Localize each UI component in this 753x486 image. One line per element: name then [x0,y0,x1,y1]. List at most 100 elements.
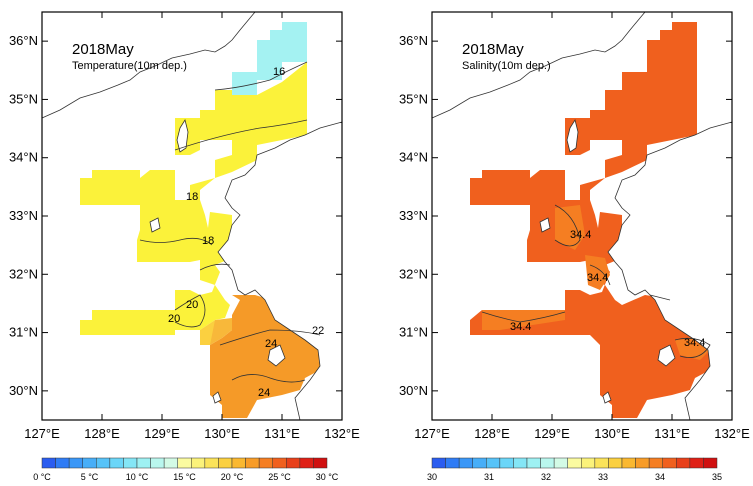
colorbar-swatch [499,457,514,469]
axis-labels: 127°E 128°E 129°E 130°E 131°E 132°E 30°N 31°N 32… [399,33,750,441]
contour-label: 34.4 [587,272,608,284]
landmass [41,11,343,421]
contour-label: 18 [186,191,198,203]
colorbar-label: 31 [484,472,494,482]
temperature-contours [139,61,321,383]
colorbar-label: 20 °C [221,472,244,482]
y-tick-label: 32°N [9,266,38,281]
colorbar-swatch [581,457,596,469]
colorbar-label: 33 [598,472,608,482]
panel-subtitle: Salinity(10m dep.) [462,60,551,72]
colorbar-swatch [41,457,56,469]
colorbar-swatch [191,457,206,469]
y-tick-label: 33°N [399,208,428,223]
x-tick-label: 131°E [264,426,300,441]
colorbar-swatch [177,457,192,469]
contour-label: 20 [168,313,180,325]
colorbar-swatch [218,457,233,469]
colorbar-swatch [431,457,446,469]
colorbar-label: 10 °C [126,472,149,482]
salinity-contours [481,204,711,358]
colorbar-swatch [286,457,301,469]
salinity-map-panel: 34.4 34.4 34.4 34.4 2018May Salinity(10m… [399,11,750,482]
colorbar-label: 25 °C [268,472,291,482]
colorbar-swatch [445,457,460,469]
x-tick-label: 130°E [204,426,240,441]
colorbar-swatch [621,457,636,469]
y-tick-label: 30°N [399,383,428,398]
colorbar-swatch [703,457,718,469]
colorbar-swatch [486,457,501,469]
y-tick-label: 31°N [399,325,428,340]
x-tick-label: 132°E [714,426,750,441]
colorbar-swatch [458,457,473,469]
colorbar-swatch [313,457,328,469]
colorbar-swatch [540,457,555,469]
colorbar-label: 30 °C [316,472,339,482]
panel-title: 2018May [462,41,524,58]
colorbar-swatch [553,457,568,469]
colorbar-swatch [109,457,124,469]
x-tick-label: 128°E [84,426,120,441]
colorbar-label: 30 [427,472,437,482]
colorbar-swatch [689,457,704,469]
colorbar-label: 35 [712,472,722,482]
temperature-colorbar: 0 °C 5 °C 10 °C 15 °C 20 °C 25 °C 30 °C [33,457,339,482]
colorbar-swatch [245,457,260,469]
contour-label: 24 [258,387,270,399]
y-tick-label: 31°N [9,325,38,340]
x-tick-label: 131°E [654,426,690,441]
colorbar-swatch [258,457,273,469]
x-tick-label: 127°E [24,426,60,441]
colorbar-swatch [82,457,97,469]
y-tick-label: 35°N [9,91,38,106]
colorbar-swatch [472,457,487,469]
temperature-map-panel: 16 18 18 20 20 22 24 24 2018May Temperat… [9,11,360,482]
x-tick-label: 128°E [474,426,510,441]
y-tick-label: 33°N [9,208,38,223]
axis-ticks [431,12,733,420]
contour-label: 18 [202,235,214,247]
contour-label: 24 [265,338,277,350]
colorbar-label: 0 °C [33,472,51,482]
colorbar-label: 34 [655,472,665,482]
temperature-contour-labels: 16 18 18 20 20 22 24 24 [168,66,324,399]
colorbar-swatch [68,457,83,469]
x-tick-label: 127°E [414,426,450,441]
contour-label: 20 [186,299,198,311]
colorbar-swatch [648,457,663,469]
colorbar-swatch [567,457,582,469]
colorbar-swatch [513,457,528,469]
panel-subtitle: Temperature(10m dep.) [72,60,187,72]
contour-label: 34.4 [570,229,591,241]
colorbar-label: 5 °C [81,472,99,482]
colorbar-swatch [231,457,246,469]
axis-ticks [41,12,343,420]
y-tick-label: 34°N [9,150,38,165]
y-tick-label: 32°N [399,266,428,281]
contour-label: 34.4 [684,337,705,349]
axis-labels: 127°E 128°E 129°E 130°E 131°E 132°E 30°N 31°N 32… [9,33,360,441]
colorbar-swatch [163,457,178,469]
colorbar-swatch [272,457,287,469]
colorbar-swatch [662,457,677,469]
colorbar-swatch [150,457,165,469]
contour-label: 22 [312,325,324,337]
colorbar-swatch [204,457,219,469]
y-tick-label: 34°N [399,150,428,165]
colorbar-label: 32 [541,472,551,482]
colorbar-swatch [55,457,70,469]
salinity-contour-labels: 34.4 34.4 34.4 34.4 [510,229,705,349]
y-tick-label: 30°N [9,383,38,398]
colorbar-swatch [299,457,314,469]
y-tick-label: 35°N [399,91,428,106]
colorbar-swatch [526,457,541,469]
colorbar-swatch [136,457,151,469]
contour-label: 16 [273,66,285,78]
y-tick-label: 36°N [399,33,428,48]
colorbar-swatch [676,457,691,469]
colorbar-swatch [123,457,138,469]
x-tick-label: 129°E [144,426,180,441]
colorbar-swatch [96,457,111,469]
